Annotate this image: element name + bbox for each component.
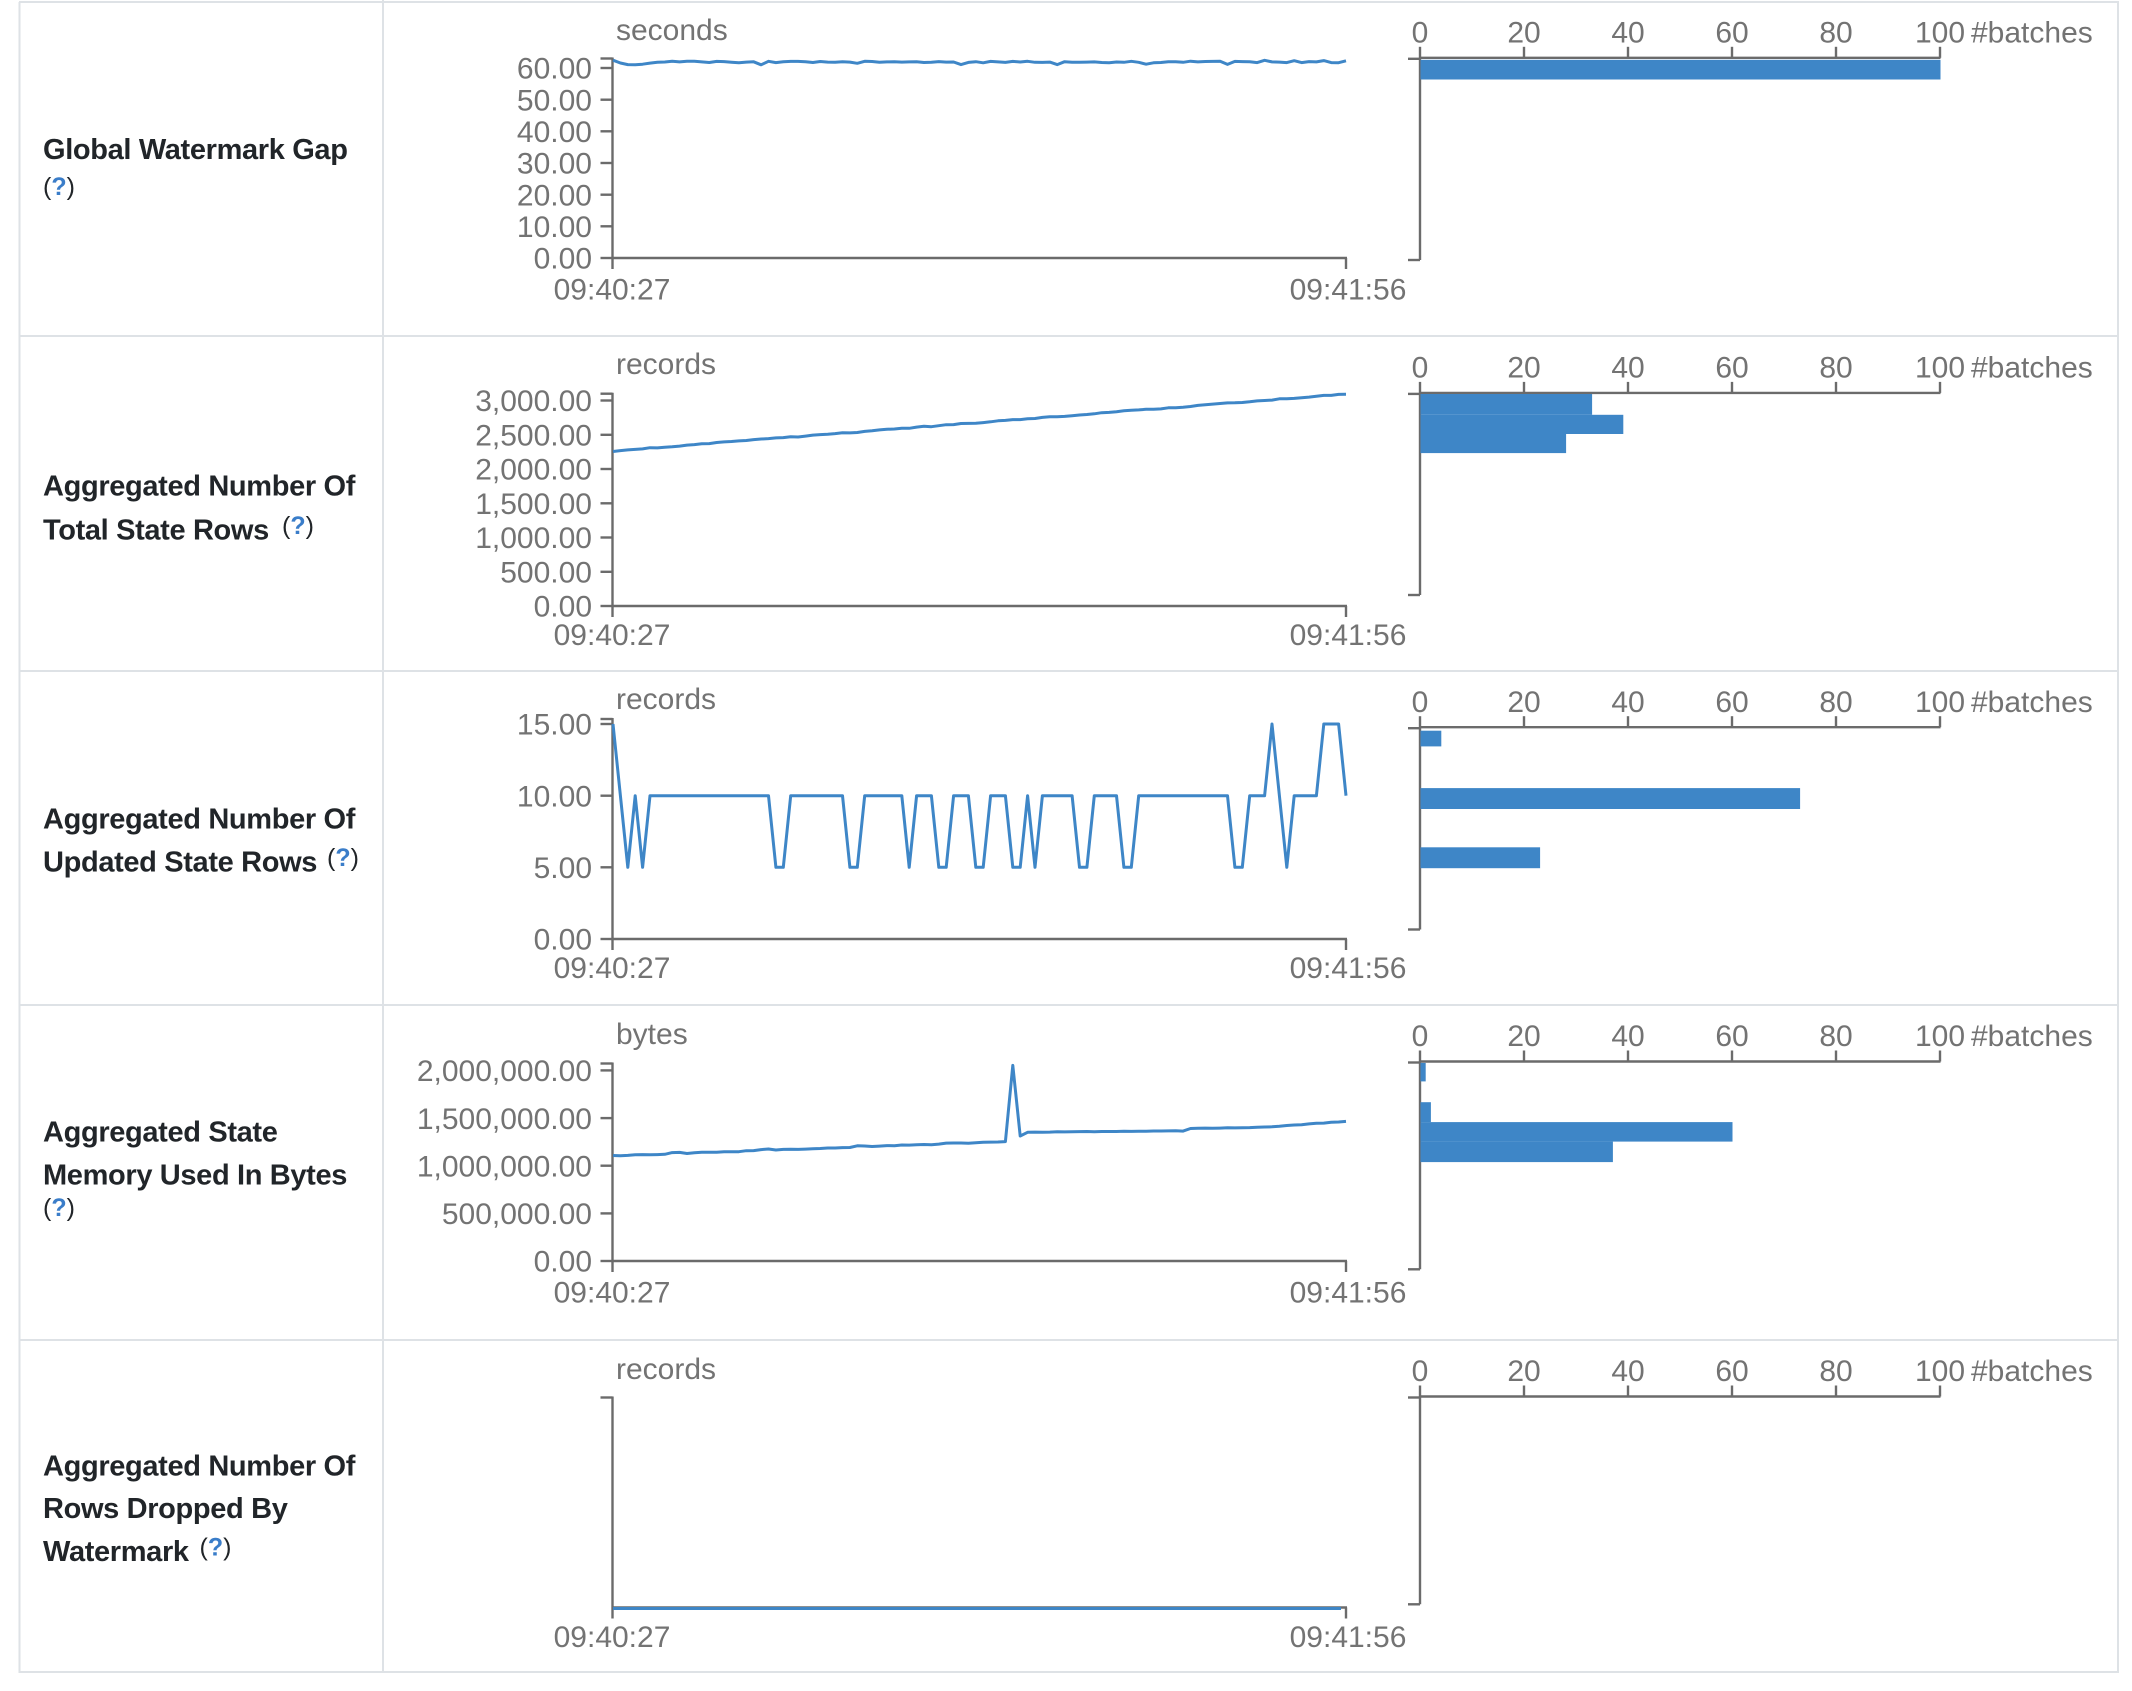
svg-text:09:40:27: 09:40:27 — [554, 619, 671, 652]
svg-text:(?): (?) — [43, 173, 75, 201]
svg-text:100: 100 — [1915, 16, 1965, 49]
svg-text:40: 40 — [1611, 1355, 1644, 1388]
svg-text:(?): (?) — [200, 1534, 232, 1562]
svg-text:100: 100 — [1915, 352, 1965, 385]
svg-text:20: 20 — [1507, 686, 1540, 719]
svg-text:09:40:27: 09:40:27 — [554, 1277, 671, 1310]
svg-text:09:40:27: 09:40:27 — [554, 1621, 671, 1654]
svg-text:100: 100 — [1915, 1020, 1965, 1053]
svg-text:100: 100 — [1915, 1355, 1965, 1388]
svg-text:500,000.00: 500,000.00 — [442, 1198, 592, 1231]
svg-text:1,500.00: 1,500.00 — [475, 488, 592, 521]
svg-text:3,000.00: 3,000.00 — [475, 385, 592, 418]
svg-text:#batches: #batches — [1971, 352, 2093, 385]
svg-text:1,000,000.00: 1,000,000.00 — [417, 1150, 592, 1183]
svg-text:(?): (?) — [282, 512, 314, 540]
svg-text:Aggregated Number Of: Aggregated Number Of — [43, 471, 356, 503]
svg-text:records: records — [616, 1353, 716, 1386]
svg-text:bytes: bytes — [616, 1018, 688, 1051]
svg-text:Total State Rows: Total State Rows — [43, 514, 269, 546]
svg-text:10.00: 10.00 — [517, 211, 592, 244]
svg-text:80: 80 — [1819, 1355, 1852, 1388]
svg-text:40: 40 — [1611, 16, 1644, 49]
svg-text:#batches: #batches — [1971, 686, 2093, 719]
svg-text:Global Watermark Gap: Global Watermark Gap — [43, 134, 348, 166]
svg-text:0.00: 0.00 — [534, 591, 592, 624]
svg-text:#batches: #batches — [1971, 1020, 2093, 1053]
svg-text:0: 0 — [1412, 352, 1429, 385]
svg-text:0: 0 — [1412, 1020, 1429, 1053]
svg-text:records: records — [616, 683, 716, 716]
svg-text:15.00: 15.00 — [517, 709, 592, 742]
svg-text:0: 0 — [1412, 686, 1429, 719]
svg-text:10.00: 10.00 — [517, 780, 592, 813]
svg-text:40.00: 40.00 — [517, 116, 592, 149]
svg-text:1,500,000.00: 1,500,000.00 — [417, 1103, 592, 1136]
svg-text:40: 40 — [1611, 686, 1644, 719]
svg-text:40: 40 — [1611, 352, 1644, 385]
svg-text:60.00: 60.00 — [517, 53, 592, 86]
svg-text:0.00: 0.00 — [534, 1246, 592, 1279]
svg-text:50.00: 50.00 — [517, 84, 592, 117]
svg-text:Memory Used In Bytes: Memory Used In Bytes — [43, 1160, 347, 1192]
svg-text:5.00: 5.00 — [534, 852, 592, 885]
svg-text:20: 20 — [1507, 352, 1540, 385]
svg-text:(?): (?) — [43, 1194, 75, 1222]
svg-text:80: 80 — [1819, 16, 1852, 49]
svg-text:Watermark: Watermark — [43, 1536, 190, 1568]
svg-text:#batches: #batches — [1971, 1355, 2093, 1388]
svg-text:(?): (?) — [327, 844, 359, 872]
svg-text:60: 60 — [1715, 1355, 1748, 1388]
svg-text:20: 20 — [1507, 16, 1540, 49]
svg-text:0: 0 — [1412, 1355, 1429, 1388]
svg-text:0: 0 — [1412, 16, 1429, 49]
svg-text:0.00: 0.00 — [534, 924, 592, 957]
svg-text:09:40:27: 09:40:27 — [554, 274, 671, 307]
svg-text:60: 60 — [1715, 686, 1748, 719]
svg-text:20.00: 20.00 — [517, 179, 592, 212]
svg-text:30.00: 30.00 — [517, 148, 592, 181]
svg-text:500.00: 500.00 — [500, 557, 592, 590]
svg-text:Aggregated Number Of: Aggregated Number Of — [43, 804, 356, 836]
svg-text:Updated State Rows: Updated State Rows — [43, 846, 317, 878]
svg-text:Aggregated State: Aggregated State — [43, 1117, 278, 1149]
svg-text:0.00: 0.00 — [534, 243, 592, 276]
svg-text:Rows Dropped By: Rows Dropped By — [43, 1493, 288, 1525]
svg-text:09:40:27: 09:40:27 — [554, 952, 671, 985]
svg-text:2,500.00: 2,500.00 — [475, 420, 592, 453]
svg-text:09:41:56: 09:41:56 — [1290, 274, 1407, 307]
svg-text:2,000,000.00: 2,000,000.00 — [417, 1055, 592, 1088]
svg-text:09:41:56: 09:41:56 — [1290, 1277, 1407, 1310]
svg-text:#batches: #batches — [1971, 16, 2093, 49]
svg-text:80: 80 — [1819, 352, 1852, 385]
svg-text:09:41:56: 09:41:56 — [1290, 1621, 1407, 1654]
svg-text:Aggregated Number Of: Aggregated Number Of — [43, 1451, 356, 1483]
svg-text:09:41:56: 09:41:56 — [1290, 619, 1407, 652]
svg-text:09:41:56: 09:41:56 — [1290, 952, 1407, 985]
svg-text:records: records — [616, 348, 716, 381]
svg-text:60: 60 — [1715, 1020, 1748, 1053]
svg-text:80: 80 — [1819, 1020, 1852, 1053]
svg-text:60: 60 — [1715, 352, 1748, 385]
svg-text:2,000.00: 2,000.00 — [475, 454, 592, 487]
svg-text:40: 40 — [1611, 1020, 1644, 1053]
svg-text:20: 20 — [1507, 1355, 1540, 1388]
svg-text:1,000.00: 1,000.00 — [475, 522, 592, 555]
svg-text:80: 80 — [1819, 686, 1852, 719]
svg-text:seconds: seconds — [616, 14, 728, 47]
svg-text:100: 100 — [1915, 686, 1965, 719]
svg-text:60: 60 — [1715, 16, 1748, 49]
svg-text:20: 20 — [1507, 1020, 1540, 1053]
